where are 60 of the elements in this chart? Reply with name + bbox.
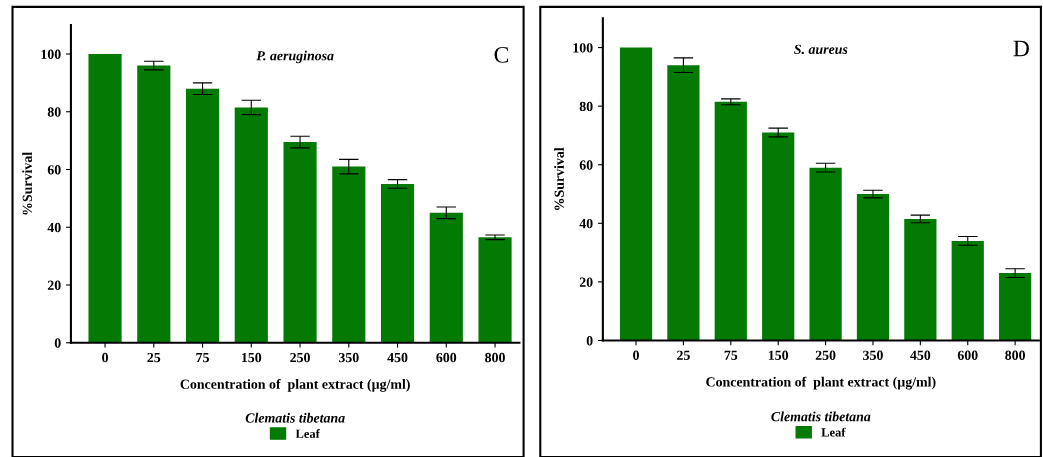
y-tick-label: 40 bbox=[47, 222, 61, 233]
annotation: D bbox=[1013, 40, 1029, 57]
x-tick-label: 800 bbox=[485, 352, 505, 363]
bar bbox=[283, 142, 317, 343]
text: P. aeruginosa bbox=[256, 50, 334, 64]
x-tick-label: 0 bbox=[102, 352, 108, 363]
bar bbox=[234, 107, 268, 343]
bar bbox=[185, 88, 220, 343]
x-tick-label: 75 bbox=[724, 350, 738, 360]
y-axis-title: %Survival bbox=[22, 152, 33, 215]
bar bbox=[332, 166, 366, 343]
x-tick-label: 800 bbox=[1005, 350, 1026, 360]
y-tick-label: 20 bbox=[47, 280, 61, 290]
x-tick-label: 450 bbox=[910, 350, 931, 360]
x-tick-label: 150 bbox=[768, 350, 789, 360]
y-tick-label: 80 bbox=[579, 101, 593, 112]
y-tick-label: 80 bbox=[47, 107, 61, 117]
x-tick-label: 25 bbox=[677, 350, 690, 360]
bar bbox=[429, 212, 463, 343]
y-tick-label: 60 bbox=[579, 160, 593, 170]
y-tick-label: 0 bbox=[54, 338, 61, 348]
bar bbox=[667, 65, 700, 341]
x-tick-label: 450 bbox=[387, 352, 408, 363]
y-tick-label: 40 bbox=[579, 218, 593, 229]
y-tick-label: 60 bbox=[47, 165, 61, 175]
annotation: C bbox=[494, 46, 509, 63]
legend-title: Clematis tibetana bbox=[771, 411, 871, 422]
bar bbox=[619, 47, 653, 341]
legend-label: Leaf bbox=[821, 427, 846, 437]
x-tick-label: 250 bbox=[290, 352, 310, 363]
text: S. aureus bbox=[794, 44, 848, 55]
bar bbox=[137, 65, 171, 343]
bar bbox=[88, 54, 122, 343]
x-tick-label: 250 bbox=[815, 350, 836, 360]
bar bbox=[380, 183, 415, 343]
x-tick-label: 75 bbox=[196, 353, 209, 363]
x-axis-title: Concentration of plant extract (µg/ml) bbox=[180, 378, 410, 392]
legend-label: Leaf bbox=[295, 429, 320, 438]
x-axis-title: Concentration of plant extract (µg/ml) bbox=[706, 376, 936, 390]
x-tick-label: 600 bbox=[957, 350, 978, 360]
legend-title: Clematis tibetana bbox=[245, 412, 345, 423]
x-tick-label: 150 bbox=[241, 352, 262, 363]
y-tick-label: 20 bbox=[579, 277, 593, 287]
x-tick-label: 350 bbox=[863, 350, 883, 360]
bar bbox=[714, 101, 747, 341]
y-tick-label: 100 bbox=[41, 49, 61, 59]
x-tick-label: 600 bbox=[436, 352, 457, 363]
x-tick-label: 0 bbox=[633, 350, 639, 360]
y-tick-label: 100 bbox=[573, 43, 593, 53]
bar bbox=[809, 167, 842, 341]
y-tick-label: 0 bbox=[586, 336, 593, 346]
bar bbox=[856, 194, 890, 341]
y-axis-title: %Survival bbox=[554, 147, 564, 210]
bar bbox=[478, 237, 512, 343]
x-tick-label: 350 bbox=[338, 352, 359, 363]
bar bbox=[762, 132, 795, 341]
bar bbox=[904, 218, 937, 341]
bar bbox=[999, 273, 1032, 341]
x-tick-label: 25 bbox=[147, 352, 161, 363]
bar bbox=[951, 240, 984, 341]
